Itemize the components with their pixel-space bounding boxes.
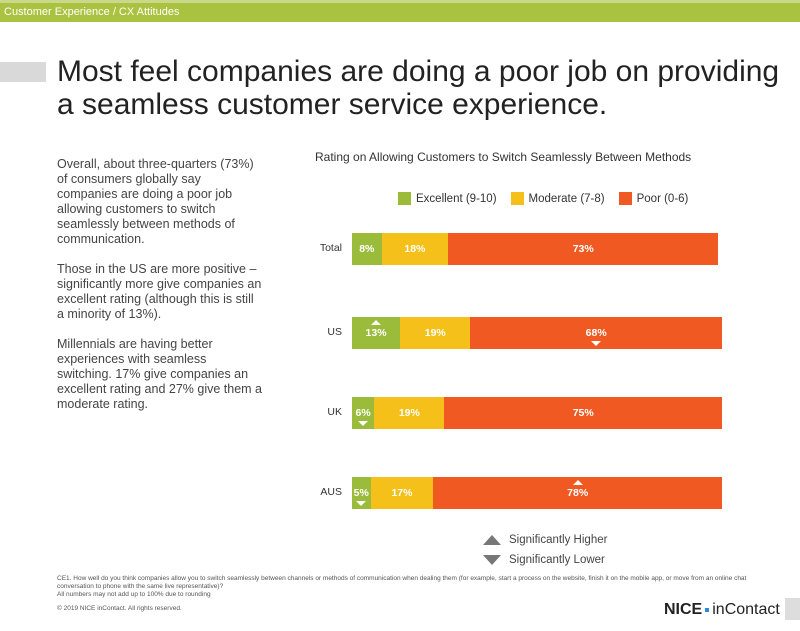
data-label: 19% xyxy=(424,327,446,339)
bar-segment: 13% xyxy=(352,317,401,349)
category-label: Total xyxy=(319,242,342,254)
paragraph: Overall, about three-quarters (73%) of c… xyxy=(57,157,254,246)
sig-higher-label: Significantly Higher xyxy=(509,534,608,546)
page-number-block xyxy=(785,598,800,620)
bar-segment: 18% xyxy=(381,233,449,265)
paragraph: Those in the US are more positive – sign… xyxy=(57,262,262,321)
significance-up-icon xyxy=(572,480,583,485)
bar-segment: 5% xyxy=(352,477,371,509)
header-bar: Customer Experience / CX Attitudes xyxy=(0,0,800,22)
logo-nice: NICE xyxy=(664,601,703,618)
significance-down-icon xyxy=(591,341,602,346)
legend-swatch xyxy=(398,192,411,205)
bar-segment: 78% xyxy=(433,477,722,509)
legend: Excellent (9-10) Moderate (7-8) Poor (0-… xyxy=(398,192,688,205)
bar-row: 6% 19% 75% xyxy=(352,397,722,429)
significance-down-icon xyxy=(358,421,369,426)
bar-row: 13% 19% 68% xyxy=(352,317,722,349)
data-label: 5% xyxy=(353,487,369,499)
data-label: 6% xyxy=(355,407,371,419)
bar-segment: 73% xyxy=(448,233,719,265)
data-label: 13% xyxy=(365,327,387,339)
bar-segment: 75% xyxy=(444,397,722,429)
legend-swatch xyxy=(618,192,632,205)
breadcrumb: Customer Experience / CX Attitudes xyxy=(4,6,180,18)
bar-segment: 19% xyxy=(400,317,471,349)
data-label: 17% xyxy=(391,487,413,499)
bar-segment: 19% xyxy=(374,397,445,429)
bar-segment: 6% xyxy=(352,397,375,429)
footnote-question: CE1. How well do you think companies all… xyxy=(57,575,747,590)
legend-label: Moderate (7-8) xyxy=(528,192,605,205)
significance-legend: Significantly Higher Significantly Lower xyxy=(483,530,607,570)
category-label: AUS xyxy=(320,486,342,498)
logo-dot xyxy=(705,607,710,612)
legend-swatch xyxy=(510,192,524,205)
body-text: Overall, about three-quarters (73%) of c… xyxy=(57,157,262,427)
logo-incontact: inContact xyxy=(712,601,780,618)
paragraph: Millennials are having better experience… xyxy=(57,337,262,411)
significance-down-icon xyxy=(356,501,367,506)
chart-title: Rating on Allowing Customers to Switch S… xyxy=(315,150,692,164)
category-label: US xyxy=(327,326,342,338)
data-label: 78% xyxy=(567,487,589,499)
data-label: 19% xyxy=(398,407,420,419)
data-label: 68% xyxy=(585,327,607,339)
logo: NICE inContact xyxy=(664,601,780,619)
bar-segment: 68% xyxy=(470,317,722,349)
legend-label: Poor (0-6) xyxy=(636,192,689,205)
data-label: 18% xyxy=(404,243,426,255)
legend-label: Excellent (9-10) xyxy=(416,192,497,205)
page-title: Most feel companies are doing a poor job… xyxy=(57,55,780,121)
legend-item: Moderate (7-8) xyxy=(510,192,605,205)
bar-segment: 8% xyxy=(352,233,382,265)
copyright: © 2019 NICE inContact. All rights reserv… xyxy=(57,605,182,612)
title-accent xyxy=(0,62,46,82)
bar-row: 8% 18% 73% xyxy=(352,233,719,265)
bar-row: 5% 17% 78% xyxy=(352,477,722,509)
legend-item: Excellent (9-10) xyxy=(398,192,497,205)
significance-up-icon xyxy=(371,320,382,325)
footnote: CE1. How well do you think companies all… xyxy=(57,575,767,599)
data-label: 8% xyxy=(359,243,375,255)
data-label: 75% xyxy=(572,407,594,419)
legend-item: Poor (0-6) xyxy=(618,192,689,205)
category-label: UK xyxy=(327,406,342,418)
data-label: 73% xyxy=(572,243,594,255)
triangle-up-icon xyxy=(483,535,501,545)
sig-lower-label: Significantly Lower xyxy=(509,554,605,566)
footnote-rounding: All numbers may not add up to 100% due t… xyxy=(57,591,211,598)
triangle-down-icon xyxy=(483,555,501,565)
bar-segment: 17% xyxy=(370,477,434,509)
